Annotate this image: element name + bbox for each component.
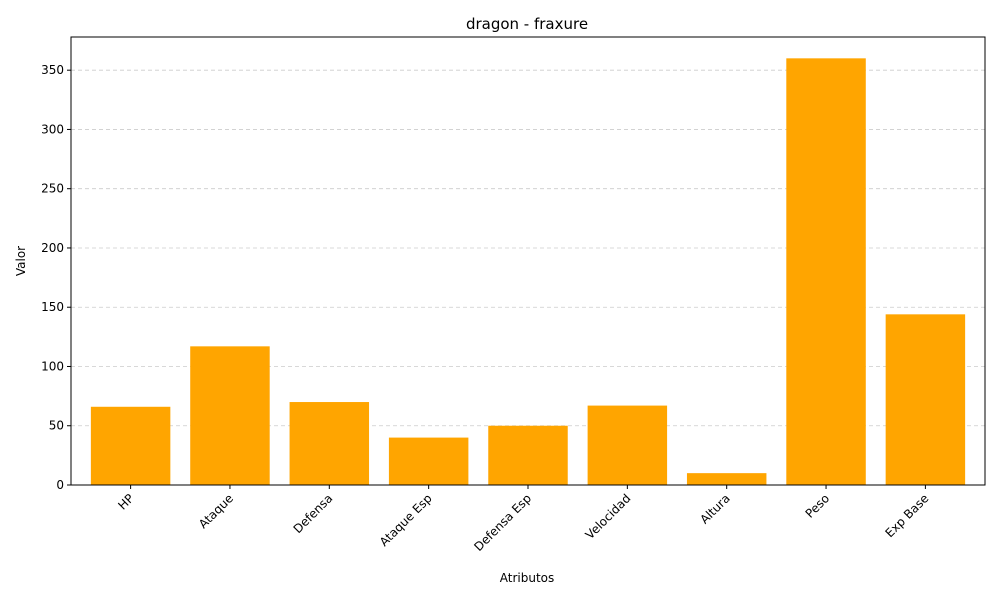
bar-velocidad [587, 405, 668, 485]
bar-defensa-esp [488, 425, 568, 485]
y-tick-label: 350 [41, 63, 64, 77]
x-tick-label: Defensa [291, 491, 336, 536]
x-tick-label: HP [115, 491, 136, 512]
bar-peso [786, 58, 866, 485]
y-tick-label: 300 [41, 122, 64, 136]
y-tick-label: 200 [41, 241, 64, 255]
bar-hp [90, 406, 171, 485]
bars [90, 58, 966, 485]
x-ticks: HP Ataque Defensa Ataque Esp Defensa Esp Velo… [115, 485, 932, 554]
y-tick-label: 50 [49, 419, 64, 433]
y-ticks: 0 50 100 150 200 250 300 350 [41, 63, 71, 492]
x-tick-label: Peso [803, 491, 833, 521]
y-tick-label: 0 [56, 478, 64, 492]
chart-title: dragon - fraxure [466, 15, 588, 33]
x-tick-label: Exp Base [882, 491, 931, 540]
x-tick-label: Ataque Esp [377, 491, 435, 549]
x-tick-label: Ataque [196, 491, 236, 531]
bar-ataque-esp [388, 437, 469, 485]
y-tick-label: 150 [41, 300, 64, 314]
bar-ataque [190, 346, 270, 485]
y-tick-label: 250 [41, 182, 64, 196]
bar-altura [686, 473, 767, 485]
x-tick-label: Velocidad [583, 491, 634, 542]
x-tick-label: Defensa Esp [471, 491, 534, 554]
x-tick-label: Altura [697, 491, 732, 526]
bar-exp-base [885, 314, 966, 485]
bar-defensa [289, 402, 370, 485]
y-axis-label: Valor [14, 246, 28, 276]
y-tick-label: 100 [41, 359, 64, 373]
x-axis-label: Atributos [500, 571, 555, 585]
